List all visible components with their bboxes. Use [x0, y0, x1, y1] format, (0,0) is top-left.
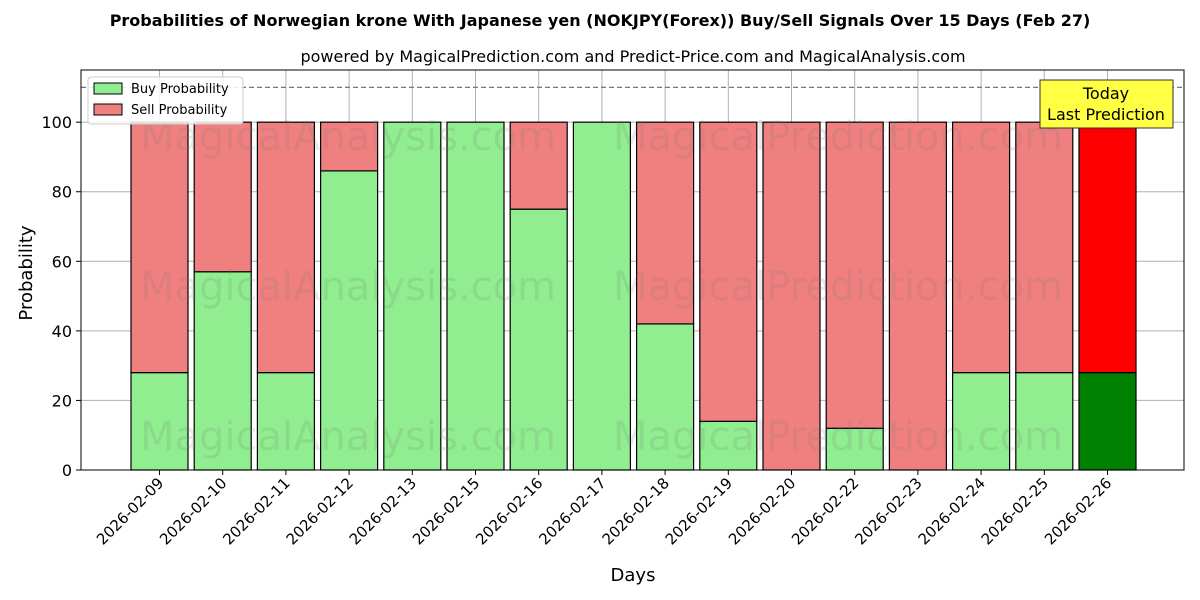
- buy-bar: [446, 121, 505, 471]
- x-tick-label: 2026-02-09: [93, 474, 167, 548]
- annotation-box: [1039, 79, 1174, 129]
- x-tick-label: 2026-02-17: [535, 474, 609, 548]
- sell-bar: [1078, 121, 1137, 374]
- sell-bar: [825, 121, 884, 429]
- sell-bar: [888, 121, 948, 471]
- x-tick-label: 2026-02-20: [725, 474, 799, 548]
- x-tick-label: 2026-02-16: [472, 474, 546, 548]
- sell-bar: [951, 121, 1011, 374]
- sell-bar: [130, 121, 189, 374]
- x-tick-label: 2026-02-19: [662, 474, 736, 548]
- x-tick-label: 2026-02-26: [1041, 474, 1115, 548]
- legend-label: Buy Probability: [131, 82, 229, 97]
- watermark-text: MagicalPrediction.com: [613, 114, 1063, 160]
- bars-group: [130, 121, 1137, 471]
- sell-bar: [509, 121, 568, 210]
- legend-box: [87, 76, 244, 125]
- x-axis: 2026-02-092026-02-102026-02-112026-02-12…: [93, 470, 1115, 548]
- plot-frame: [80, 69, 1185, 471]
- chart-subtitle: powered by MagicalPrediction.com and Pre…: [300, 47, 965, 66]
- buy-bar: [320, 170, 379, 471]
- sell-bar: [762, 121, 821, 471]
- buy-bar: [572, 121, 632, 471]
- sell-bar: [635, 121, 695, 325]
- sell-bar: [699, 121, 758, 422]
- x-axis-label: Days: [611, 565, 656, 586]
- buy-bar: [509, 208, 568, 471]
- x-tick-label: 2026-02-18: [599, 474, 673, 548]
- y-tick-label: 100: [41, 113, 72, 132]
- annotation-text: Last Prediction: [1047, 105, 1165, 124]
- buy-bar: [383, 121, 442, 471]
- x-tick-label: 2026-02-11: [219, 474, 293, 548]
- annotation-text: Today: [1082, 84, 1129, 103]
- buy-bar: [825, 427, 884, 471]
- x-tick-label: 2026-02-12: [283, 474, 357, 548]
- buy-bar: [1015, 372, 1074, 471]
- sell-bar: [320, 121, 379, 172]
- buy-bar: [193, 271, 252, 471]
- watermark-text: MagicalAnalysis.com: [140, 414, 556, 460]
- buy-bar: [951, 372, 1011, 471]
- sell-bar: [256, 121, 315, 374]
- legend-label: Sell Probability: [131, 103, 228, 118]
- legend-swatch: [93, 103, 123, 116]
- y-tick-label: 60: [52, 252, 72, 271]
- watermark-text: MagicalPrediction.com: [613, 414, 1063, 460]
- watermark-text: MagicalAnalysis.com: [140, 264, 556, 310]
- y-axis-label: Probability: [16, 225, 37, 320]
- legend: Buy Probability Sell Probability: [87, 76, 244, 125]
- x-tick-label: 2026-02-23: [851, 474, 925, 548]
- x-tick-label: 2026-02-22: [788, 474, 862, 548]
- watermark-text: MagicalPrediction.com: [613, 264, 1063, 310]
- x-tick-label: 2026-02-25: [978, 474, 1052, 548]
- today-annotation: Today Last Prediction: [1039, 79, 1174, 129]
- y-tick-label: 80: [52, 183, 72, 202]
- x-tick-label: 2026-02-24: [915, 474, 989, 548]
- x-tick-label: 2026-02-13: [346, 474, 420, 548]
- y-tick-label: 20: [52, 391, 72, 410]
- y-tick-label: 0: [62, 461, 72, 480]
- chart-title: Probabilities of Norwegian krone With Ja…: [110, 11, 1091, 30]
- buy-bar: [699, 420, 758, 471]
- buy-bar: [635, 323, 695, 471]
- watermark-group: MagicalAnalysis.com MagicalPrediction.com…: [140, 114, 1063, 460]
- y-axis: 0 20 40 60 80 100: [41, 113, 81, 480]
- sell-bar: [1015, 121, 1074, 374]
- buy-bar: [1078, 372, 1137, 471]
- x-tick-label: 2026-02-10: [156, 474, 230, 548]
- legend-swatch: [93, 82, 123, 95]
- x-tick-label: 2026-02-15: [409, 474, 483, 548]
- y-tick-label: 40: [52, 322, 72, 341]
- buy-bar: [256, 372, 315, 471]
